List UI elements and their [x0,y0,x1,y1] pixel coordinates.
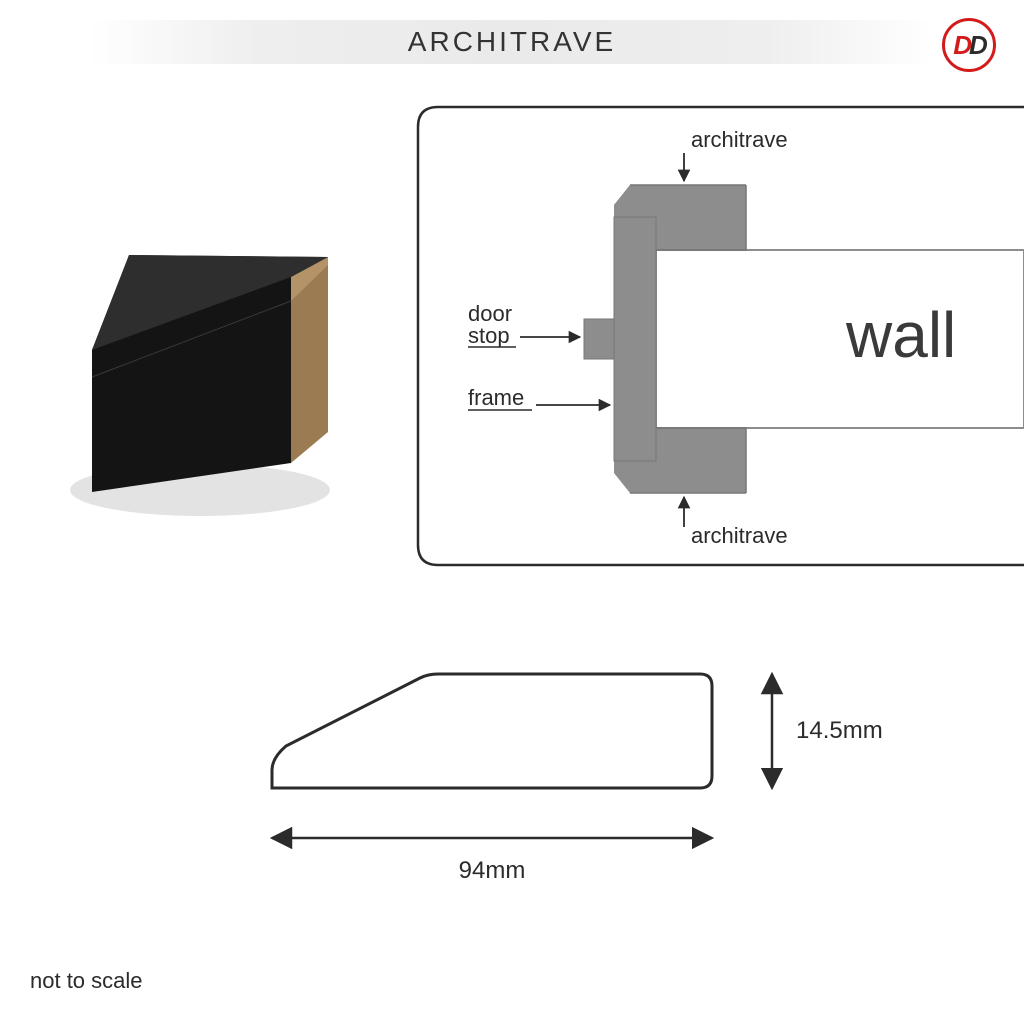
label-stop: stop [468,323,510,348]
profile-dimensions: 94mm 14.5mm [200,640,900,900]
footnote: not to scale [30,968,143,994]
label-architrave-bottom: architrave [691,523,788,548]
logo-letter-1: D [953,30,969,60]
architrave-3d-render [60,205,350,525]
wall-label: wall [845,299,956,371]
crosssection-panel: wall architrave [416,105,1024,567]
height-label: 14.5mm [796,717,883,744]
label-architrave-top: architrave [691,127,788,152]
width-label: 94mm [459,857,526,884]
page-title: ARCHITRAVE [90,20,934,64]
logo-letter-2: D [969,30,985,60]
brand-logo: DD [942,18,996,72]
label-frame: frame [468,385,524,410]
